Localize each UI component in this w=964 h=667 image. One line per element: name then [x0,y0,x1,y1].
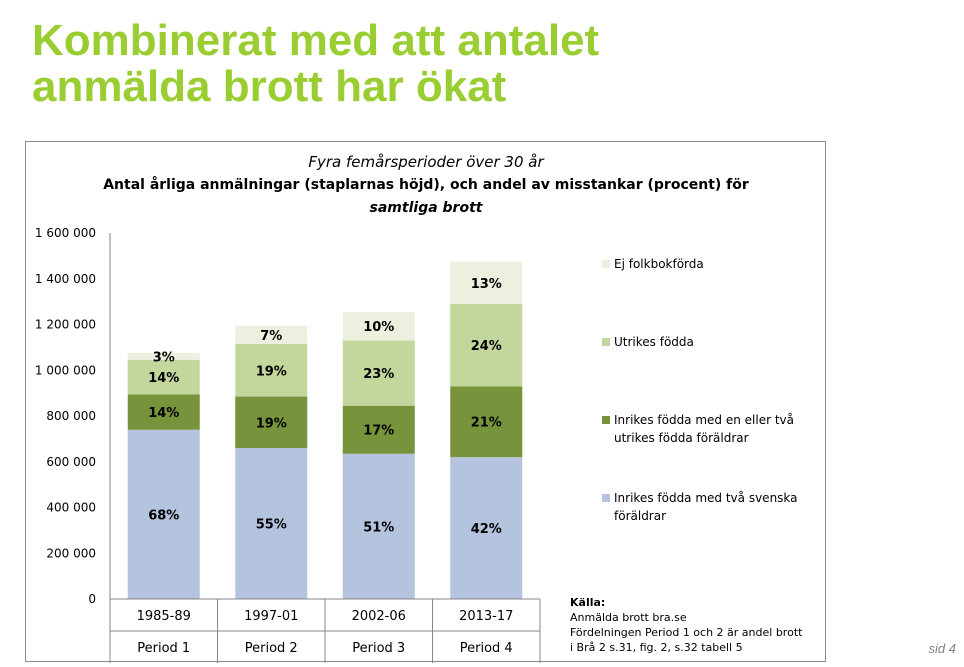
bar-data-label: 21% [471,416,502,431]
bar-segment [450,386,523,458]
stacked-bar-chart: Fyra femårsperioder över 30 år Antal årli… [35,153,803,663]
legend-label: Inrikes födda med en eller två [614,413,794,427]
bar-data-label: 10% [363,320,394,335]
bar-segment [235,343,308,397]
x-period-label: Period 3 [352,641,405,656]
legend-label: Inrikes födda med två svenska [614,491,798,505]
x-period-label: Period 2 [245,641,298,656]
bar-segment [342,453,415,599]
bar-data-label: 55% [256,518,287,533]
x-category-label: 1985-89 [137,609,191,624]
bar-data-label: 14% [148,406,179,421]
bar-data-label: 23% [363,367,394,382]
bar-segment [342,311,415,341]
chart-frame: Fyra femårsperioder över 30 år Antal årli… [25,141,826,663]
bar-segment [450,303,523,387]
bar-segment [127,359,200,395]
source-line: Fördelningen Period 1 och 2 är andel bro… [570,626,803,639]
y-tick-label: 800 000 [46,409,96,423]
bar-data-label: 7% [260,329,282,344]
legend-label: utrikes födda föräldrar [614,431,749,445]
bar-data-label: 14% [148,371,179,386]
bar-data-label: 17% [363,424,394,439]
x-category-label: 2013-17 [459,609,513,624]
bar-segment [235,325,308,344]
y-tick-label: 600 000 [46,455,96,469]
x-period-label: Period 1 [137,641,190,656]
legend-swatch [602,494,610,502]
bar-segment [127,353,200,360]
x-category-label: 2002-06 [352,609,406,624]
bar-segment [235,396,308,449]
legend-label: Utrikes födda [614,335,694,349]
y-tick-label: 1 600 000 [35,226,96,240]
bar-data-label: 13% [471,277,502,292]
x-period-label: Period 4 [460,641,513,656]
bar-segment [450,261,523,304]
y-tick-label: 1 200 000 [35,318,96,332]
slide-title-line-1: Kombinerat med att antalet [32,16,600,65]
y-tick-label: 400 000 [46,501,96,515]
legend-swatch [602,338,610,346]
bar-data-label: 68% [148,508,179,523]
chart-subtitle: Fyra femårsperioder över 30 år [308,153,544,171]
legend-label: Ej folkbokförda [614,257,704,271]
source-heading: Källa: [570,596,605,609]
bar-data-label: 51% [363,520,394,535]
legend-label: föräldrar [614,509,666,523]
page-number: sid 4 [928,641,956,656]
bar-data-label: 19% [256,364,287,379]
legend-swatch [602,416,610,424]
bar-segment [127,394,200,430]
bar-data-label: 24% [471,339,502,354]
source-line: i Brå 2 s.31, fig. 2, s.32 tabell 5 [570,641,743,654]
bar-segment [342,405,415,454]
legend-swatch [602,260,610,268]
x-category-label: 1997-01 [244,609,298,624]
y-tick-label: 200 000 [46,546,96,560]
y-tick-label: 1 000 000 [35,363,96,377]
y-tick-label: 0 [88,592,96,606]
bar-data-label: 42% [471,522,502,537]
bar-segment [450,457,523,599]
chart-title-line-2: samtliga brott [370,200,484,216]
bar-data-label: 19% [256,416,287,431]
chart-title-line-1: Antal årliga anmälningar (staplarnas höj… [103,176,749,193]
y-tick-label: 1 400 000 [35,272,96,286]
source-line: Anmälda brott bra.se [570,611,687,624]
bar-segment [127,429,200,599]
slide-title-line-2: anmälda brott har ökat [32,62,507,111]
bar-segment [235,448,308,599]
bar-data-label: 3% [153,351,175,366]
bar-segment [342,340,415,406]
slide-title: Kombinerat med att antalet anmälda brott… [32,18,599,110]
